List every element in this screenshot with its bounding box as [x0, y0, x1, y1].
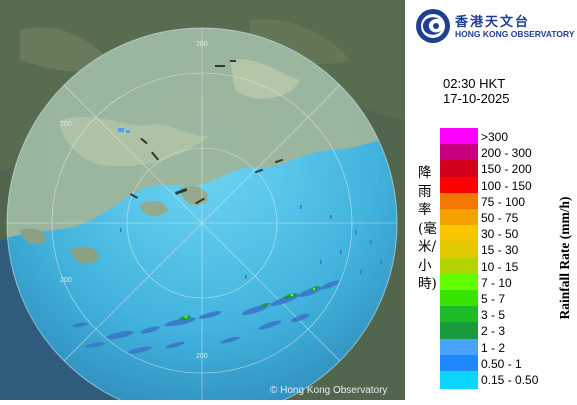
legend-swatch	[440, 160, 478, 179]
legend-swatch	[440, 273, 478, 292]
legend-unit-chinese: 降雨率(毫米/小時)	[418, 165, 437, 292]
legend-item: 100 - 150	[440, 176, 577, 195]
copyright-notice: © Hong Kong Observatory	[270, 385, 388, 396]
legend-swatch	[440, 322, 478, 341]
legend-swatch	[440, 209, 478, 227]
radar-coverage	[7, 28, 397, 405]
legend-range-label: 75 - 100	[481, 194, 526, 209]
ring-label: 200	[60, 277, 72, 284]
legend-swatch	[440, 192, 478, 211]
legend-range-label: 3 - 5	[481, 308, 506, 323]
rain-echoes	[72, 60, 382, 354]
legend-swatch	[440, 290, 478, 308]
legend-range-label: 5 - 7	[481, 292, 506, 306]
ring-label: 200	[196, 353, 208, 360]
legend-swatch	[440, 176, 478, 195]
legend-swatch	[440, 338, 478, 357]
legend-item: 1 - 2	[440, 338, 577, 357]
ring-label: 200	[196, 41, 208, 48]
logo-english-name: HONG KONG OBSERVATORY	[455, 29, 575, 39]
radar-map: 200 200 200 200 © Hong Kong Observatory	[0, 0, 405, 405]
legend-swatch	[440, 306, 478, 325]
legend-item: 2 - 3	[440, 322, 577, 341]
legend-item: 200 - 300	[440, 144, 577, 163]
radar-image: 200 200 200 200	[0, 0, 405, 405]
legend-swatch	[440, 371, 478, 389]
legend-item: 150 - 200	[440, 160, 577, 179]
radar-range-edge	[6, 27, 398, 405]
legend-swatch	[440, 128, 478, 146]
legend-item: 5 - 7	[440, 290, 577, 308]
legend-item: 75 - 100	[440, 192, 577, 211]
hko-logo[interactable]: 香港天文台 HONG KONG OBSERVATORY	[413, 6, 575, 46]
legend-item: 15 - 30	[440, 241, 577, 260]
hko-emblem-icon	[416, 9, 450, 43]
legend-item: 0.15 - 0.50	[440, 371, 577, 389]
legend-item: >300	[440, 128, 577, 146]
legend-range-label: 1 - 2	[481, 340, 506, 355]
observation-time: 02:30 HKT	[443, 76, 506, 91]
legend-item: 3 - 5	[440, 306, 577, 325]
ring-label: 200	[60, 121, 72, 128]
legend-swatch	[440, 257, 478, 276]
legend-range-label: 50 - 75	[481, 211, 519, 225]
legend-range-label: 150 - 200	[481, 162, 532, 177]
legend-range-label: 15 - 30	[481, 243, 519, 258]
land-area	[7, 28, 397, 240]
logo-chinese-name: 香港天文台	[455, 15, 531, 30]
legend-range-label: 0.15 - 0.50	[481, 373, 539, 387]
legend-item: 7 - 10	[440, 273, 577, 292]
legend-swatch	[440, 144, 478, 163]
legend-range-label: 200 - 300	[481, 146, 532, 161]
legend-range-label: >300	[481, 130, 509, 144]
legend-swatch	[440, 241, 478, 260]
legend-range-label: 100 - 150	[481, 178, 532, 193]
legend-swatch	[440, 225, 478, 244]
legend-swatch	[440, 354, 478, 373]
observation-date: 17-10-2025	[443, 91, 510, 106]
legend-range-label: 10 - 15	[481, 259, 519, 274]
legend-item: 30 - 50	[440, 225, 577, 244]
island	[140, 200, 168, 217]
legend-range-label: 7 - 10	[481, 275, 512, 290]
legend-item: 0.50 - 1	[440, 354, 577, 373]
legend-item: 50 - 75	[440, 209, 577, 227]
legend-item: 10 - 15	[440, 257, 577, 276]
legend-range-label: 30 - 50	[481, 227, 519, 242]
info-panel: 香港天文台 HONG KONG OBSERVATORY 02:30 HKT 17…	[405, 0, 577, 400]
island	[70, 246, 99, 264]
legend-range-label: 2 - 3	[481, 324, 506, 339]
legend-range-label: 0.50 - 1	[481, 356, 522, 371]
